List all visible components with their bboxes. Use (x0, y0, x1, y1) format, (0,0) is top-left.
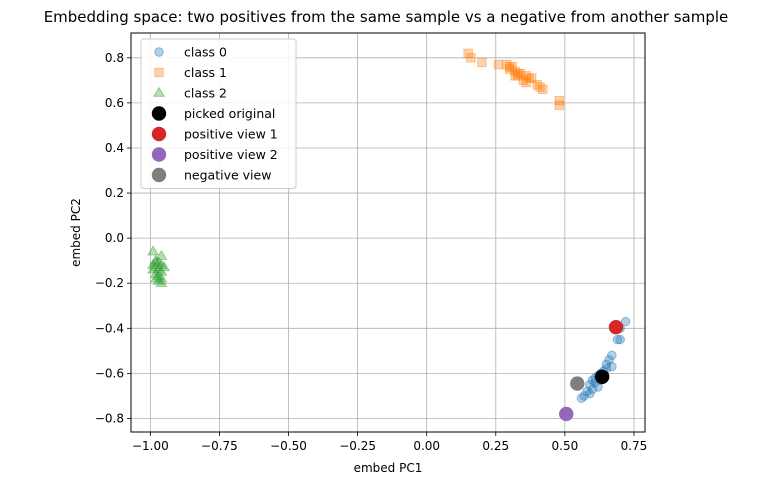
class-0-point (587, 384, 598, 394)
legend-marker (151, 106, 167, 121)
class-0-point (585, 388, 595, 399)
class-0-point (607, 350, 617, 361)
class-1-point (510, 71, 520, 81)
x-axis-ticks: −1.00 −0.75 −0.50 −0.25 0.00 0.25 0.50 0.75 (132, 432, 647, 453)
class-1-point (477, 57, 487, 67)
legend-marker (153, 86, 165, 97)
picked-original-point (594, 369, 610, 384)
y-tick-label: 0.4 (105, 141, 124, 155)
legend-label: class 2 (184, 86, 227, 101)
y-axis-ticks: −0.8 −0.6 −0.4 −0.2 0.0 0.2 0.4 0.6 0.8 (95, 51, 131, 425)
class-0-point (620, 316, 631, 327)
class-1-point (554, 100, 564, 110)
x-tick-label: −1.00 (132, 439, 169, 453)
legend-label: positive view 1 (184, 127, 278, 142)
plot-marks (147, 48, 631, 422)
class-2-point (152, 274, 165, 285)
legend-marker (151, 126, 167, 142)
chart-title: Embedding space: two positives from the … (44, 8, 729, 26)
y-tick-label: 0.0 (105, 231, 124, 245)
positive-view-1-point (608, 319, 624, 335)
y-tick-label: −0.4 (95, 321, 124, 335)
x-tick-label: 0.75 (621, 439, 648, 453)
x-axis-label: embed PC1 (354, 461, 423, 475)
legend-item: negative view (151, 167, 271, 183)
class-2-series (147, 245, 171, 287)
positive-view-1-series (608, 319, 624, 335)
legend-item: positive view 1 (151, 126, 278, 142)
class-1-point (538, 84, 548, 95)
negative-view-series (570, 376, 585, 391)
x-tick-label: 0.50 (552, 439, 579, 453)
class-2-point (147, 245, 160, 256)
class-1-series (463, 48, 564, 110)
negative-view-point (570, 376, 585, 391)
legend-marker (154, 67, 164, 78)
class-1-point (535, 82, 545, 92)
class-2-point (149, 272, 162, 283)
class-2-point (149, 256, 162, 267)
class-0-point (607, 361, 617, 372)
x-tick-label: 0.00 (413, 439, 440, 453)
legend-marker (151, 147, 167, 162)
class-0-point (612, 334, 623, 345)
legend-marker (154, 47, 164, 57)
y-tick-label: 0.8 (105, 51, 124, 65)
legend-label: class 0 (184, 45, 227, 60)
y-tick-label: −0.6 (95, 366, 124, 380)
picked-original-series (594, 369, 610, 384)
class-2-point (155, 276, 168, 287)
legend-item: class 2 (153, 86, 227, 101)
legend-label: class 1 (184, 65, 227, 80)
legend-item: picked original (151, 106, 275, 121)
x-tick-label: 0.25 (482, 439, 509, 453)
positive-view-2-series (559, 406, 574, 422)
x-tick-label: −0.50 (270, 439, 307, 453)
legend-label: negative view (184, 168, 271, 183)
y-tick-label: 0.6 (105, 96, 124, 110)
plot-frame (130, 32, 646, 433)
legend-label: positive view 2 (184, 147, 278, 162)
legend-label: picked original (184, 106, 275, 121)
grid (131, 33, 645, 432)
y-tick-label: 0.2 (105, 186, 124, 200)
legend-marker (151, 167, 167, 183)
positive-view-2-point (559, 406, 574, 422)
class-1-point (466, 53, 476, 63)
class-0-point (615, 334, 625, 345)
legend-item: positive view 2 (151, 147, 278, 162)
y-tick-label: −0.2 (95, 276, 124, 290)
legend-item: class 1 (154, 65, 227, 80)
legend-item: class 0 (154, 45, 227, 60)
class-0-point (576, 393, 587, 403)
legend-box (140, 38, 297, 189)
class-1-point (493, 59, 504, 70)
y-tick-label: −0.8 (95, 411, 124, 425)
y-axis-label: embed PC2 (69, 198, 83, 267)
x-tick-label: −0.25 (339, 439, 376, 453)
class-1-point (521, 77, 531, 88)
x-tick-label: −0.75 (201, 439, 238, 453)
legend: class 0 class 1 class 2 picked original posi… (140, 38, 297, 189)
